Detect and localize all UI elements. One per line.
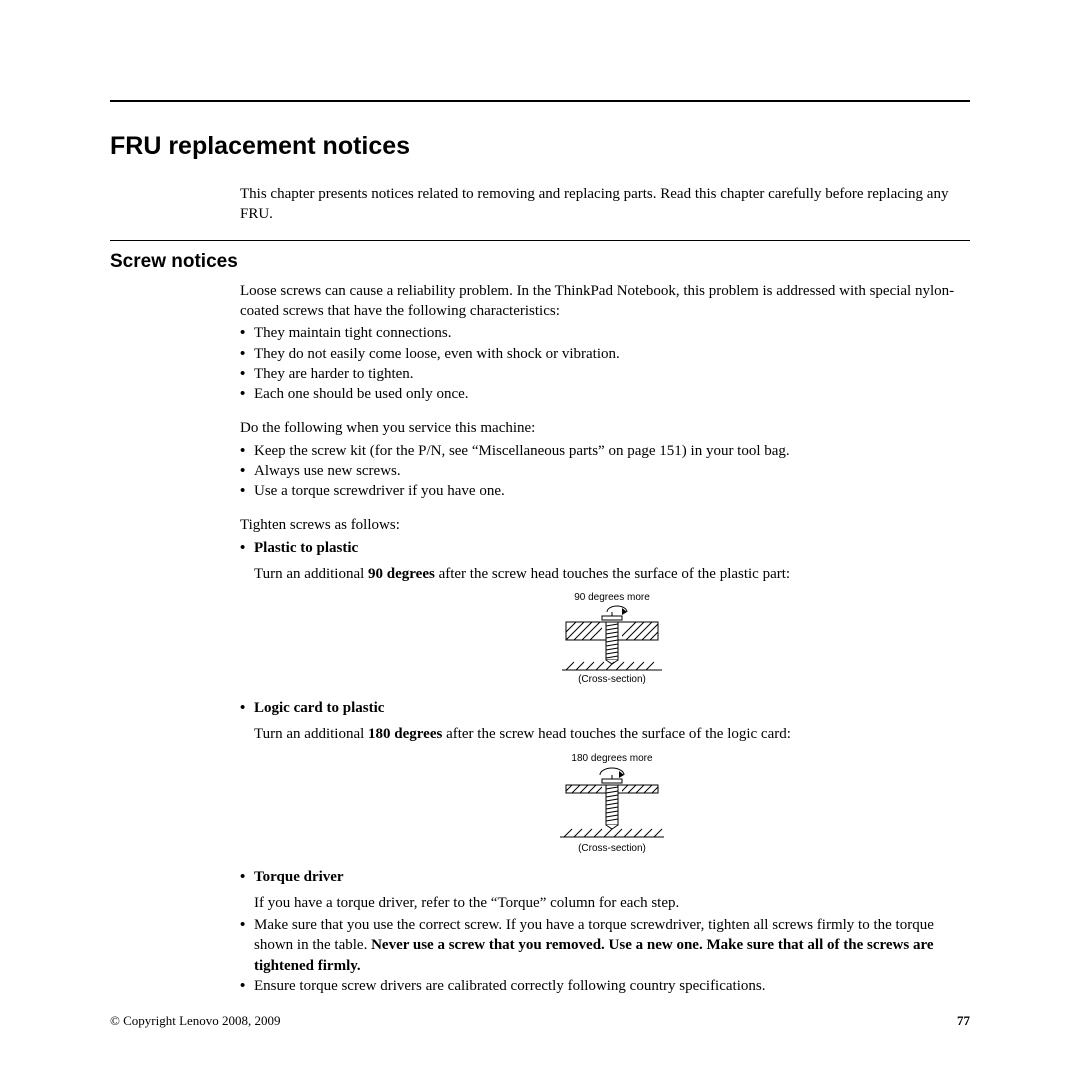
list-item: Torque driver If you have a torque drive… <box>240 867 970 914</box>
list-item: Use a torque screwdriver if you have one… <box>240 481 970 501</box>
tighten-list: Plastic to plastic Turn an additional 90… <box>240 538 970 997</box>
characteristics-list: They maintain tight connections. They do… <box>240 323 970 404</box>
text: after the screw head touches the surface… <box>442 726 791 742</box>
top-rule <box>110 100 970 102</box>
list-item: Make sure that you use the correct screw… <box>240 915 970 976</box>
logic-label: Logic card to plastic <box>254 700 384 716</box>
tighten-lead: Tighten screws as follows: <box>240 515 970 535</box>
diagram-top-label: 90 degrees more <box>574 592 650 603</box>
diagram-bottom-label: (Cross-section) <box>578 843 646 854</box>
intro-block: This chapter presents notices related to… <box>240 184 970 225</box>
text: Turn an additional <box>254 726 368 742</box>
page-number: 77 <box>957 1012 970 1030</box>
copyright: © Copyright Lenovo 2008, 2009 <box>110 1012 281 1030</box>
intro-para: This chapter presents notices related to… <box>240 184 970 225</box>
diagram-90deg: 90 degrees more <box>532 590 692 690</box>
diagram-top-label: 180 degrees more <box>571 753 653 764</box>
logic-desc: Turn an additional 180 degrees after the… <box>254 724 970 744</box>
text: Turn an additional <box>254 566 368 582</box>
list-item: Each one should be used only once. <box>240 384 970 404</box>
screw-intro: Loose screws can cause a reliability pro… <box>240 281 970 322</box>
text: after the screw head touches the surface… <box>435 566 790 582</box>
torque-desc: If you have a torque driver, refer to th… <box>254 893 970 913</box>
service-list: Keep the screw kit (for the P/N, see “Mi… <box>240 441 970 502</box>
list-item: Plastic to plastic Turn an additional 90… <box>240 538 970 691</box>
list-item: Logic card to plastic Turn an additional… <box>240 698 970 859</box>
section-body: Loose screws can cause a reliability pro… <box>240 281 970 996</box>
list-item: They maintain tight connections. <box>240 323 970 343</box>
diagram-180deg: 180 degrees more <box>532 751 692 859</box>
section-title: Screw notices <box>110 249 970 275</box>
list-item: Ensure torque screw drivers are calibrat… <box>240 976 970 996</box>
text-bold: 180 degrees <box>368 726 442 742</box>
list-item: Always use new screws. <box>240 461 970 481</box>
page-footer: © Copyright Lenovo 2008, 2009 77 <box>110 1012 970 1030</box>
text-bold: 90 degrees <box>368 566 435 582</box>
plastic-desc: Turn an additional 90 degrees after the … <box>254 564 970 584</box>
plastic-label: Plastic to plastic <box>254 540 358 556</box>
torque-label: Torque driver <box>254 869 344 885</box>
list-item: Keep the screw kit (for the P/N, see “Mi… <box>240 441 970 461</box>
section-rule <box>110 240 970 241</box>
list-item: They do not easily come loose, even with… <box>240 344 970 364</box>
chapter-title: FRU replacement notices <box>110 130 970 164</box>
list-item: They are harder to tighten. <box>240 364 970 384</box>
diagram-bottom-label: (Cross-section) <box>578 674 646 685</box>
service-lead: Do the following when you service this m… <box>240 418 970 438</box>
